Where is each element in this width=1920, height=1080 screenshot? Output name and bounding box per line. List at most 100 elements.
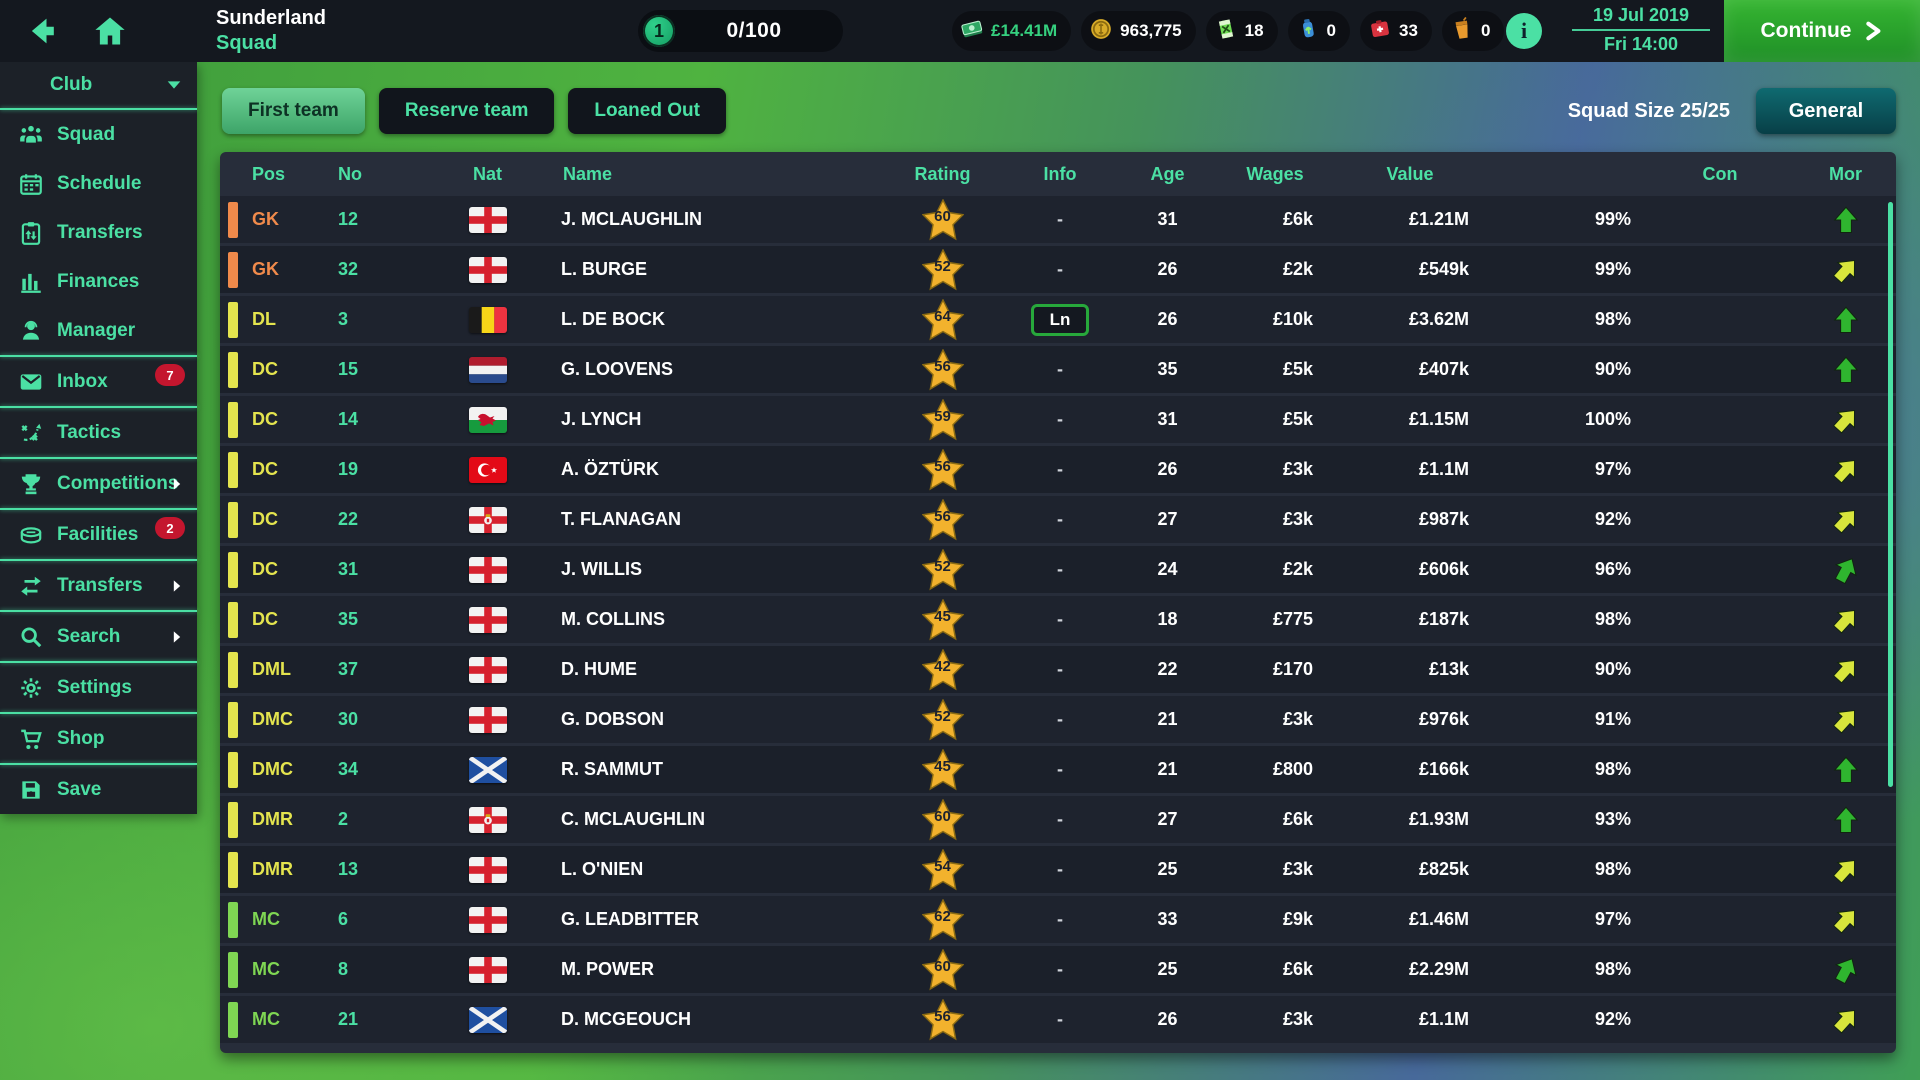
info-cell: -: [1000, 559, 1120, 580]
sidebar-item-squad[interactable]: Squad: [0, 110, 197, 159]
col-mor: Mor: [1829, 163, 1862, 184]
sidebar-item-search[interactable]: Search: [0, 612, 197, 661]
market-value: £187k: [1418, 609, 1469, 629]
rating-value: 60: [934, 807, 951, 825]
player-row[interactable]: GK 32 L. BURGE 52 - 26 £2k £549k 99%: [220, 246, 1896, 293]
player-row[interactable]: DMR 2 C. MCLAUGHLIN 60 - 27 £6k £1.93M 93%: [220, 796, 1896, 843]
player-row[interactable]: DC 35 M. COLLINS 45 - 18 £775 £187k 98%: [220, 596, 1896, 643]
player-row[interactable]: DMR 13 L. O'NIEN 54 - 25 £3k £825k 98%: [220, 846, 1896, 893]
position-label: DMR: [252, 859, 293, 879]
market-value: £1.46M: [1408, 909, 1469, 929]
flag-england-icon: [468, 706, 507, 733]
sidebar-item-competitions[interactable]: Competitions: [0, 459, 197, 508]
resource-medkit[interactable]: 33: [1360, 11, 1432, 51]
sidebar-item-shop[interactable]: Shop: [0, 714, 197, 763]
rating-value: 62: [934, 907, 951, 925]
tab-first-team[interactable]: First team: [222, 88, 365, 134]
player-name: L. BURGE: [561, 259, 648, 279]
tab-loaned-out[interactable]: Loaned Out: [568, 88, 726, 134]
resource-juice[interactable]: 0: [1441, 11, 1505, 51]
rating-cell: 45: [885, 747, 1000, 791]
sidebar-item-tactics[interactable]: Tactics: [0, 408, 197, 457]
back-icon[interactable]: [24, 13, 60, 49]
morale-arrow-icon: [1825, 949, 1866, 990]
rating-star-icon: 45: [921, 747, 964, 791]
rating-star-icon: 60: [921, 197, 964, 241]
sidebar-item-label: Transfers: [57, 574, 143, 596]
continue-button[interactable]: Continue: [1724, 0, 1920, 62]
resource-value: 0: [1480, 21, 1491, 40]
player-row[interactable]: DC 15 G. LOOVENS 56 - 35 £5k £407k 90%: [220, 346, 1896, 393]
sidebar-item-manager[interactable]: Manager: [0, 306, 197, 355]
general-button[interactable]: General: [1756, 88, 1896, 134]
sidebar-item-save[interactable]: Save: [0, 765, 197, 814]
rating-cell: 52: [885, 547, 1000, 591]
info-cell: -: [1000, 859, 1120, 880]
club-dropdown[interactable]: Club: [0, 62, 197, 108]
player-row[interactable]: DMC 30 G. DOBSON 52 - 21 £3k £976k 91%: [220, 696, 1896, 743]
sidebar-divider: [0, 355, 197, 357]
flag-england-icon: [468, 206, 507, 233]
level-progress-pill[interactable]: 1 0/100: [638, 10, 843, 52]
info-icon[interactable]: i: [1506, 13, 1542, 49]
col-nat: Nat: [472, 163, 502, 184]
flag-belgium-icon: [468, 306, 507, 333]
sidebar-item-label: Tactics: [57, 421, 122, 443]
market-value: £2.29M: [1408, 959, 1469, 979]
position-color-bar: [228, 901, 238, 938]
player-row[interactable]: DL 3 L. DE BOCK 64 Ln 26 £10k £3.62M 98%: [220, 296, 1896, 343]
player-name: T. FLANAGAN: [561, 509, 681, 529]
nationality-cell: [420, 356, 555, 383]
player-name: M. POWER: [561, 959, 654, 979]
player-row[interactable]: DC 14 J. LYNCH 59 - 31 £5k £1.15M 100%: [220, 396, 1896, 443]
player-row[interactable]: DC 22 T. FLANAGAN 56 - 27 £3k £987k 92%: [220, 496, 1896, 543]
position-color-bar: [228, 801, 238, 838]
player-row[interactable]: MC 21 D. MCGEOUCH 56 - 26 £3k £1.1M 92%: [220, 996, 1896, 1043]
home-icon[interactable]: [92, 13, 128, 49]
sidebar-item-label: Settings: [57, 676, 132, 698]
player-row[interactable]: DMC 34 R. SAMMUT 45 - 21 £800 £166k 98%: [220, 746, 1896, 793]
player-row[interactable]: MC 6 G. LEADBITTER 62 - 33 £9k £1.46M 97%: [220, 896, 1896, 943]
rating-cell: 60: [885, 947, 1000, 991]
nationality-cell: [420, 1006, 555, 1033]
sidebar-item-inbox[interactable]: Inbox 7: [0, 357, 197, 406]
level-badge: 1: [643, 15, 675, 47]
resource-energy-drink[interactable]: 18: [1205, 11, 1278, 51]
condition-percent: 92%: [1594, 509, 1631, 529]
player-name: L. O'NIEN: [561, 859, 644, 879]
tab-reserve-team[interactable]: Reserve team: [378, 88, 555, 134]
col-info: Info: [1043, 163, 1077, 184]
rating-cell: 54: [885, 847, 1000, 891]
nationality-cell: [420, 406, 555, 433]
wages-value: £3k: [1282, 709, 1313, 729]
player-name: G. LEADBITTER: [561, 909, 699, 929]
morale-arrow-icon: [1824, 598, 1866, 640]
sidebar-item-transfers-2[interactable]: Transfers: [0, 561, 197, 610]
player-row[interactable]: DML 37 D. HUME 42 - 22 £170 £13k 90%: [220, 646, 1896, 693]
resource-coins[interactable]: 963,775: [1081, 11, 1196, 51]
player-row[interactable]: DC 19 A. ÖZTÜRK 56 - 26 £3k £1.1M 97%: [220, 446, 1896, 493]
sidebar-item-facilities[interactable]: Facilities 2: [0, 510, 197, 559]
sidebar-item-finances[interactable]: Finances: [0, 257, 197, 306]
info-cell: Ln: [1000, 303, 1120, 336]
market-value: £606k: [1418, 559, 1469, 579]
player-name: C. MCLAUGHLIN: [561, 809, 705, 829]
loan-badge[interactable]: Ln: [1030, 303, 1090, 336]
position-color-bar: [228, 751, 238, 788]
player-row[interactable]: MC 8 M. POWER 60 - 25 £6k £2.29M 98%: [220, 946, 1896, 993]
sidebar-item-settings[interactable]: Settings: [0, 663, 197, 712]
wages-value: £5k: [1282, 359, 1313, 379]
nationality-cell: [420, 806, 555, 833]
squad-table-panel: Pos No Nat Name Rating Info Age Wages Va…: [220, 152, 1896, 1053]
resource-water-bottle[interactable]: 0: [1287, 11, 1351, 51]
shirt-number: 22: [338, 509, 359, 529]
scrollbar-thumb[interactable]: [1888, 202, 1893, 787]
player-row[interactable]: DC 31 J. WILLIS 52 - 24 £2k £606k 96%: [220, 546, 1896, 593]
sidebar-item-transfers[interactable]: Transfers: [0, 208, 197, 257]
sidebar-item-schedule[interactable]: Schedule: [0, 159, 197, 208]
resource-cash[interactable]: £14.41M: [952, 11, 1072, 51]
player-name: M. COLLINS: [561, 609, 665, 629]
position-label: DC: [252, 609, 278, 629]
player-row[interactable]: GK 12 J. MCLAUGHLIN 60 - 31 £6k £1.21M 99%: [220, 196, 1896, 243]
wages-value: £800: [1272, 759, 1313, 779]
